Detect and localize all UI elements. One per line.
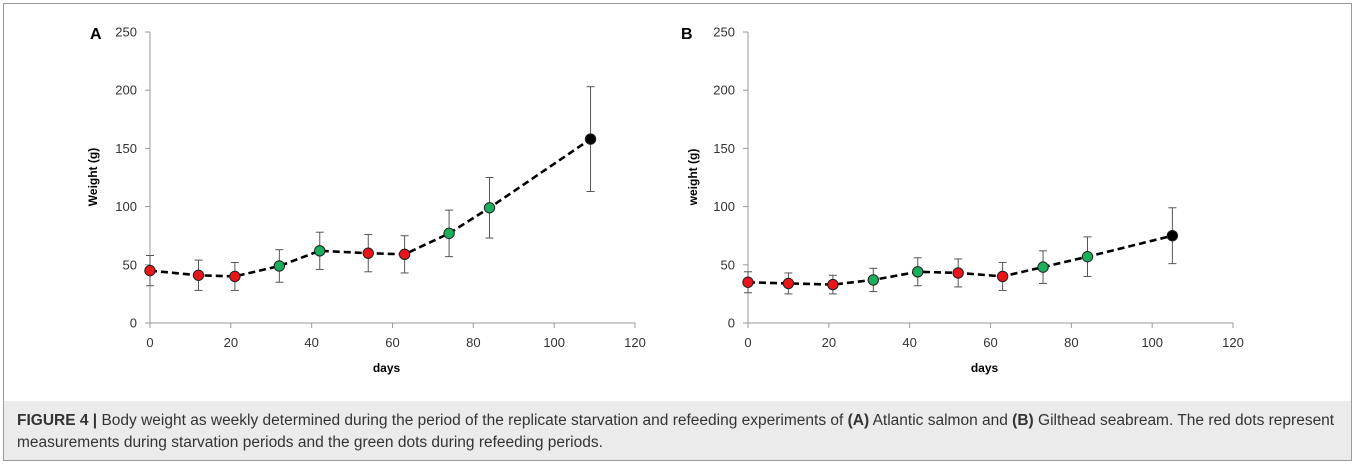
panel-a-data-point-red xyxy=(398,248,411,261)
panel-a-x-tick-label: 0 xyxy=(146,335,153,350)
panel-b-x-tick-label: 60 xyxy=(983,335,997,350)
panel-a-x-tick-label: 20 xyxy=(224,335,238,350)
caption-label: FIGURE 4 | xyxy=(17,412,98,429)
caption-text-3: Gilthead seabream. The red dots represen… xyxy=(17,412,1335,451)
panel-b-data-point-green xyxy=(867,274,879,286)
panel-a-data-point-green xyxy=(314,245,326,257)
panel-a-y-tick-label: 50 xyxy=(123,257,137,272)
panel-b-letter: B xyxy=(681,26,693,43)
panel-b-data-point-red xyxy=(827,278,839,291)
panel-b-data-point-green xyxy=(912,266,924,278)
panel-b-data-point-green xyxy=(1037,261,1049,273)
panel-a-x-tick-label: 100 xyxy=(543,335,565,350)
panel-b-x-tick-label: 100 xyxy=(1141,335,1163,350)
panel-b-data-point-red xyxy=(952,267,964,279)
panel-a-letter: A xyxy=(90,26,102,43)
caption-panel-a: (A) xyxy=(847,412,870,429)
panel-a-data-point-red xyxy=(192,269,205,281)
caption-text-1: Body weight as weekly determined during … xyxy=(97,412,848,429)
panel-a-data-point-green xyxy=(443,227,455,240)
panel-b-data-point-red xyxy=(742,276,754,288)
caption-panel-b: (B) xyxy=(1012,412,1034,429)
panel-a-y-tick-label: 250 xyxy=(115,25,137,40)
panel-a-series-line xyxy=(149,138,592,278)
panel-b-y-tick-label: 250 xyxy=(713,25,735,40)
panel-b-series-line xyxy=(747,234,1173,286)
panel-b-data-point-green xyxy=(1081,250,1094,263)
panel-b-data-point-red xyxy=(782,277,795,290)
panel-a-data-point-red xyxy=(362,247,374,259)
panel-a-x-tick-label: 80 xyxy=(466,335,480,350)
panel-a-data-point-red xyxy=(229,270,241,283)
panel-b-y-axis-label: weight (g) xyxy=(686,149,700,207)
panel-b-y-tick-label: 100 xyxy=(713,199,735,214)
panel-b-x-tick-label: 20 xyxy=(822,335,836,350)
panel-a-y-tick-label: 0 xyxy=(130,316,137,331)
panel-a: 0 50 100 150 200 250 0 20 40 60 80 100 120 days Weight… xyxy=(86,25,646,376)
panel-b: 0 50 100 150 200 250 0 20 40 60 80 100 120 days weight… xyxy=(681,25,1244,376)
panel-b-x-tick-label: 40 xyxy=(902,335,916,350)
panel-b-x-tick-label: 120 xyxy=(1222,335,1244,350)
panel-a-data-point-red xyxy=(144,264,156,277)
panel-b-data-point-red xyxy=(996,270,1009,283)
panel-a-data-point-green xyxy=(273,260,286,272)
panel-a-y-tick-label: 150 xyxy=(115,141,137,156)
panel-b-data-point-black xyxy=(1166,230,1179,242)
panel-a-y-tick-label: 100 xyxy=(115,199,137,214)
panel-b-x-axis-label: days xyxy=(971,361,999,375)
panel-b-x-tick-label: 0 xyxy=(744,335,751,350)
figure-caption: FIGURE 4 | Body weight as weekly determi… xyxy=(17,410,1337,454)
panel-b-y-tick-label: 50 xyxy=(721,257,735,272)
panel-b-y-tick-label: 200 xyxy=(713,83,735,98)
caption-text-2: Atlantic salmon and xyxy=(869,412,1013,429)
panel-a-x-tick-label: 60 xyxy=(385,335,399,350)
panel-a-data-point-green xyxy=(483,202,496,214)
panel-a-x-tick-label: 40 xyxy=(304,335,318,350)
panel-a-x-tick-label: 120 xyxy=(624,335,646,350)
panel-a-y-tick-label: 200 xyxy=(115,83,137,98)
panel-b-y-tick-label: 0 xyxy=(728,316,735,331)
figure-frame xyxy=(3,3,1352,461)
panel-a-x-axis-label: days xyxy=(373,361,401,375)
panel-b-x-tick-label: 80 xyxy=(1064,335,1078,350)
panel-a-y-axis-label: Weight (g) xyxy=(86,148,100,206)
panel-b-y-tick-label: 150 xyxy=(713,141,735,156)
caption-background xyxy=(4,401,1351,460)
panel-a-data-point-black xyxy=(584,133,597,145)
